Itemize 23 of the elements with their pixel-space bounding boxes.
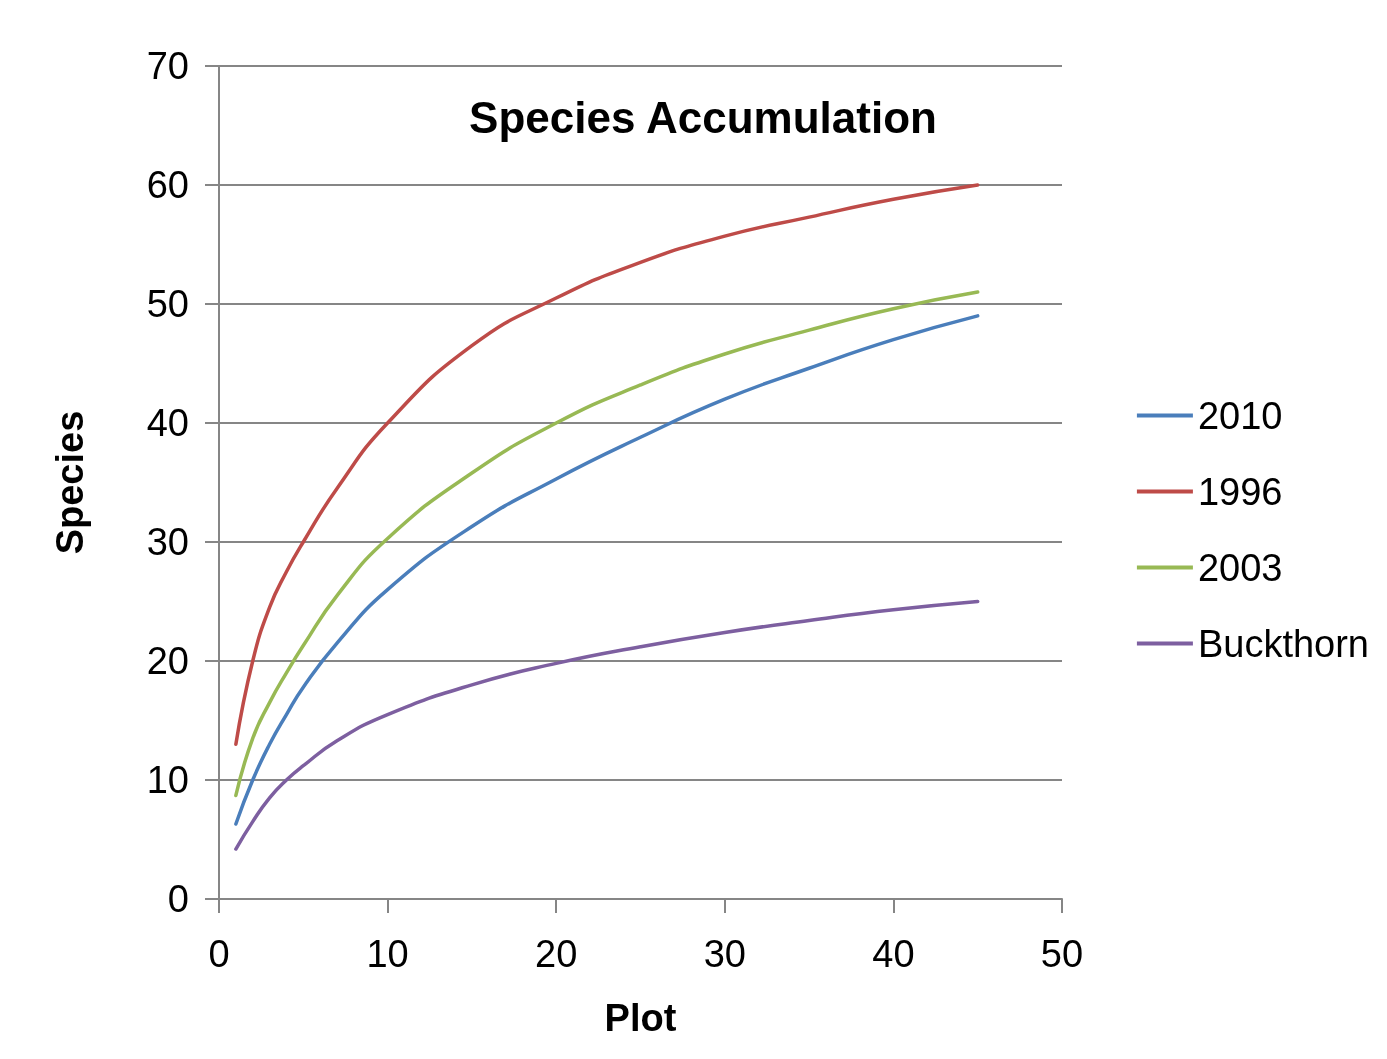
y-tick-label: 0: [167, 878, 189, 920]
y-tick-label: 70: [146, 45, 189, 87]
legend-label: 2003: [1197, 546, 1283, 589]
text: Species Accumulation: [469, 92, 937, 142]
y-tick-label: 20: [146, 640, 189, 682]
x-tick-label: 40: [872, 933, 915, 975]
y-tick-label: 10: [146, 759, 189, 801]
legend-label: Buckthorn: [1197, 622, 1369, 665]
x-tick-label: 50: [1040, 933, 1084, 975]
y-tick-label: 60: [146, 164, 189, 206]
x-tick-label: 10: [366, 933, 409, 975]
x-axis-title: Plot: [604, 997, 677, 1039]
x-tick-label: 20: [535, 933, 578, 975]
y-tick-label: 40: [146, 402, 189, 444]
x-tick-label: 30: [703, 933, 746, 975]
y-axis-title: Species: [49, 410, 91, 555]
y-tick-label: 50: [146, 283, 189, 325]
legend-label: 1996: [1197, 470, 1283, 513]
y-tick-label: 30: [146, 521, 189, 563]
x-tick-label: 0: [208, 933, 230, 975]
line-series: [234, 183, 980, 747]
legend-label: 2010: [1197, 394, 1283, 437]
line-series: [234, 599, 980, 851]
